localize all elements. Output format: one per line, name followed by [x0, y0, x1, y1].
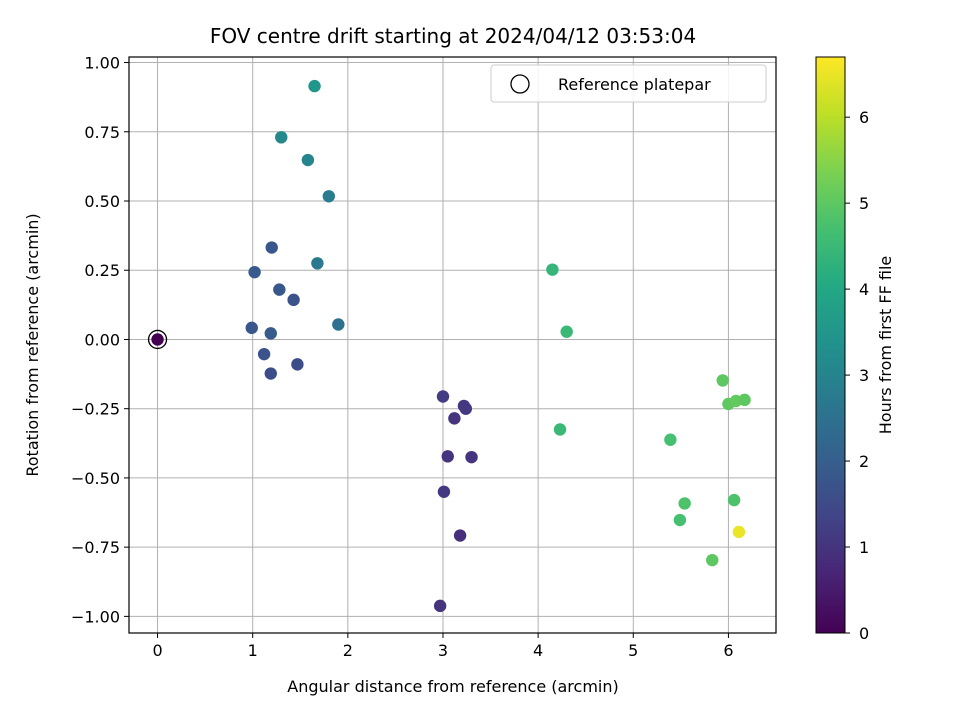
legend: Reference platepar — [490, 64, 767, 103]
chart-title: FOV centre drift starting at 2024/04/12 … — [210, 24, 696, 48]
data-point — [257, 347, 271, 361]
y-tick-label: 1.00 — [84, 54, 120, 73]
colorbar-tick-label: 1 — [859, 538, 869, 557]
data-point — [436, 390, 450, 403]
colorbar-tick-label: 0 — [859, 624, 869, 643]
x-tick-label: 5 — [628, 641, 638, 660]
data-point — [459, 402, 473, 415]
x-axis-label: Angular distance from reference (arcmin) — [287, 677, 618, 696]
data-point — [437, 485, 451, 498]
data-point — [311, 257, 324, 270]
y-tick-label: −0.50 — [71, 469, 120, 488]
data-point — [308, 79, 321, 93]
colorbar-tick-label: 3 — [859, 366, 869, 385]
colorbar-label: Hours from first FF file — [876, 256, 895, 435]
x-tick-label: 6 — [723, 641, 733, 660]
legend-box — [490, 64, 767, 103]
data-point — [265, 241, 278, 254]
colorbar-ticks: 0 1 2 3 4 5 6 — [845, 108, 869, 643]
colorbar-tick-label: 6 — [859, 108, 869, 127]
data-point — [287, 293, 300, 307]
x-tick-label: 3 — [438, 641, 448, 660]
data-point — [453, 529, 467, 542]
data-point — [273, 283, 286, 296]
legend-entry-reference: Reference platepar — [558, 75, 711, 94]
y-tick-label: −0.75 — [71, 538, 120, 557]
y-axis-ticks: 1.00 0.75 0.50 0.25 0.00 −0.25 −0.50 −0.75 −1.00 — [71, 54, 129, 626]
y-tick-label: 0.75 — [84, 123, 120, 142]
data-point — [275, 131, 288, 144]
data-points — [147, 79, 751, 613]
y-tick-label: 0.25 — [84, 261, 120, 280]
data-point — [248, 265, 261, 279]
data-point — [264, 327, 277, 340]
data-point — [245, 321, 258, 335]
data-point — [560, 325, 573, 338]
data-point — [706, 553, 719, 567]
reference-marker — [147, 329, 168, 350]
y-tick-label: −0.25 — [71, 400, 120, 419]
y-tick-label: 0.50 — [84, 192, 120, 211]
colorbar-gradient — [816, 57, 845, 633]
legend-marker — [510, 74, 530, 94]
plot-frame — [128, 56, 777, 634]
x-axis-ticks: 0 1 2 3 4 5 6 — [152, 633, 734, 660]
data-point — [332, 318, 345, 331]
data-point — [151, 333, 164, 346]
y-tick-label: 0.00 — [84, 330, 120, 349]
data-point — [301, 153, 315, 167]
data-point — [673, 513, 687, 527]
x-tick-label: 1 — [248, 641, 258, 660]
grid — [129, 57, 776, 633]
data-point — [291, 358, 304, 371]
data-point — [664, 433, 677, 446]
data-point — [448, 412, 461, 425]
data-point — [322, 190, 336, 203]
data-point — [441, 450, 454, 463]
data-point — [433, 599, 447, 613]
colorbar-tick-label: 5 — [859, 194, 869, 213]
colorbar-tick-label: 4 — [859, 280, 869, 299]
y-tick-label: −1.00 — [71, 607, 120, 626]
x-tick-label: 0 — [152, 641, 162, 660]
colorbar: 0 1 2 3 4 5 6 Hours from first FF file — [815, 56, 895, 643]
data-point — [738, 393, 751, 407]
colorbar-frame — [815, 56, 846, 634]
data-point — [546, 263, 559, 276]
data-point — [727, 493, 741, 507]
data-point — [732, 525, 746, 539]
x-tick-label: 4 — [533, 641, 543, 660]
data-point — [716, 374, 729, 387]
data-point — [553, 423, 567, 436]
colorbar-tick-label: 2 — [859, 452, 869, 471]
data-point — [678, 497, 691, 510]
data-point — [264, 367, 277, 380]
y-axis-label: Rotation from reference (arcmin) — [23, 213, 42, 476]
data-point — [465, 450, 478, 464]
x-tick-label: 2 — [343, 641, 353, 660]
